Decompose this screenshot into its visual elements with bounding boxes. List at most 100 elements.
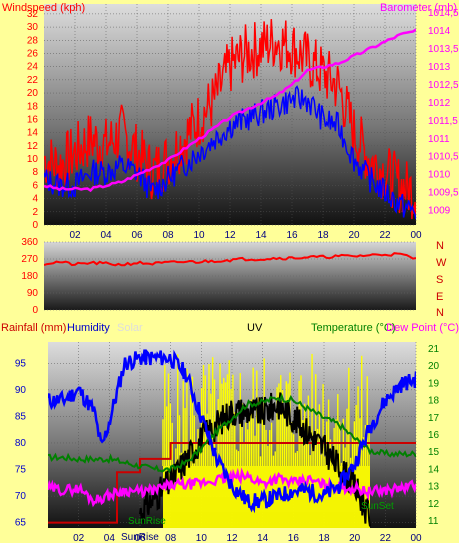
wind-x-tick: 16 — [286, 230, 298, 241]
compass-n-top: N — [436, 240, 444, 252]
baro-y-tick: 1011 — [428, 134, 450, 145]
temperature-y-tick: 13 — [428, 482, 440, 493]
humidity-y-ticks: 65 70 75 80 85 90 95 — [15, 358, 27, 528]
wind-axis-label: Windspeed (kph) — [2, 2, 85, 14]
baro-y-tick: 1013 — [428, 62, 451, 73]
wind-x-tick: 14 — [255, 230, 267, 241]
baro-y-tick: 1011,5 — [428, 116, 458, 127]
humidity-y-tick: 80 — [15, 438, 27, 449]
humidity-y-tick: 75 — [15, 465, 27, 476]
baro-y-tick: 1010 — [428, 170, 451, 181]
climate-x-tick: 18 — [318, 533, 330, 543]
temperature-y-tick: 12 — [428, 499, 440, 510]
barometer-line — [44, 28, 416, 193]
climate-x-tick: 04 — [104, 533, 116, 543]
wind-x-tick: 06 — [131, 230, 143, 241]
wind-average-line — [44, 85, 416, 220]
baro-y-tick: 1014,5 — [428, 8, 459, 19]
dew-point-axis-label: Dew Point (°C) — [386, 322, 459, 334]
direction-grid — [44, 241, 416, 311]
direction-y-tick: 90 — [27, 288, 39, 299]
climate-x-tick: 02 — [73, 533, 85, 543]
temperature-y-tick: 18 — [428, 396, 440, 407]
wind-y-tick: 4 — [32, 194, 38, 205]
compass-n-bottom: N — [436, 307, 444, 319]
wind-x-tick: 08 — [162, 230, 174, 241]
wind-y-tick: 2 — [32, 207, 38, 218]
wind-x-tick: 12 — [224, 230, 236, 241]
temperature-y-tick: 15 — [428, 447, 440, 458]
climate-x-tick: 12 — [226, 533, 238, 543]
wind-x-ticks: 02 04 06 08 10 12 14 16 18 20 22 00 — [69, 230, 422, 241]
wind-y-tick: 8 — [32, 167, 38, 178]
humidity-axis-label: Humidity — [67, 322, 110, 334]
climate-x-tick: 16 — [288, 533, 300, 543]
wind-x-tick: 04 — [100, 230, 112, 241]
wind-y-tick: 26 — [27, 48, 39, 59]
sunrise-label: SunRise — [121, 532, 159, 543]
baro-y-tick: 1014 — [428, 26, 451, 37]
wind-y-tick: 28 — [27, 35, 39, 46]
wind-y-tick: 24 — [27, 62, 39, 73]
temperature-y-tick: 21 — [428, 344, 440, 355]
solar-axis-label: Solar — [117, 322, 143, 334]
compass-labels: N W S E N — [436, 240, 447, 319]
rainfall-axis-label: Rainfall (mm) — [1, 322, 66, 334]
baro-y-tick: 1013,5 — [428, 44, 459, 55]
wind-y-tick: 22 — [27, 75, 39, 86]
humidity-y-tick: 65 — [15, 518, 27, 529]
temperature-y-tick: 19 — [428, 378, 440, 389]
direction-y-tick: 180 — [21, 271, 38, 282]
direction-y-tick: 0 — [32, 305, 38, 316]
wind-y-tick: 18 — [27, 101, 39, 112]
humidity-y-tick: 85 — [15, 411, 27, 422]
wind-y-tick: 14 — [27, 128, 39, 139]
humidity-y-tick: 95 — [15, 358, 27, 369]
temperature-y-tick: 11 — [428, 516, 439, 527]
wind-x-tick: 22 — [379, 230, 391, 241]
humidity-line — [48, 348, 416, 514]
wind-x-tick: 20 — [348, 230, 360, 241]
wind-y-tick: 30 — [27, 22, 39, 33]
wind-speed-line — [44, 19, 416, 220]
humidity-y-tick: 70 — [15, 491, 27, 502]
compass-e: E — [436, 291, 443, 303]
climate-x-tick: 10 — [196, 533, 208, 543]
humidity-y-tick: 90 — [15, 385, 27, 396]
wind-y-tick: 10 — [27, 154, 39, 165]
climate-x-tick: 00 — [410, 533, 422, 543]
baro-y-ticks: 1009 1009,5 1010 1010,5 1011 1011,5 1012 1012,5… — [428, 8, 459, 217]
climate-x-tick: 20 — [349, 533, 361, 543]
temperature-axis-label: Temperature (°C) — [311, 322, 395, 334]
wind-x-tick: 02 — [69, 230, 81, 241]
temperature-y-tick: 20 — [428, 361, 440, 372]
wind-y-tick: 32 — [27, 9, 39, 20]
wind-x-tick: 10 — [193, 230, 205, 241]
temperature-line — [48, 393, 416, 474]
temperature-y-tick: 17 — [428, 413, 440, 424]
baro-y-tick: 1012,5 — [428, 80, 459, 91]
barometer-axis-label: Barometer (mb) — [380, 2, 457, 14]
climate-x-ticks: 02 04 06 08 10 12 14 16 18 20 22 00 — [73, 533, 422, 543]
wind-y-tick: 12 — [27, 141, 39, 152]
wind-y-tick: 0 — [32, 220, 38, 231]
compass-s: S — [436, 274, 443, 286]
sunset-label-inner: SunSet — [361, 501, 394, 512]
baro-y-tick: 1009 — [428, 206, 451, 217]
climate-x-tick: 06 — [134, 533, 146, 543]
temperature-y-ticks: 11 12 13 14 15 16 17 18 19 20 21 — [428, 344, 440, 527]
climate-x-tick: 14 — [257, 533, 269, 543]
direction-y-ticks: 0 90 180 270 360 — [21, 237, 38, 316]
direction-y-tick: 270 — [21, 254, 38, 265]
wind-y-tick: 20 — [27, 88, 39, 99]
baro-y-tick: 1009,5 — [428, 188, 459, 199]
climate-x-tick: 08 — [165, 533, 177, 543]
wind-y-tick: 6 — [32, 180, 38, 191]
climate-x-tick: 22 — [380, 533, 392, 543]
wind-x-tick: 18 — [317, 230, 329, 241]
wind-y-tick: 16 — [27, 114, 39, 125]
compass-w: W — [436, 257, 447, 269]
baro-y-tick: 1010,5 — [428, 152, 459, 163]
uv-axis-label: UV — [247, 322, 263, 334]
